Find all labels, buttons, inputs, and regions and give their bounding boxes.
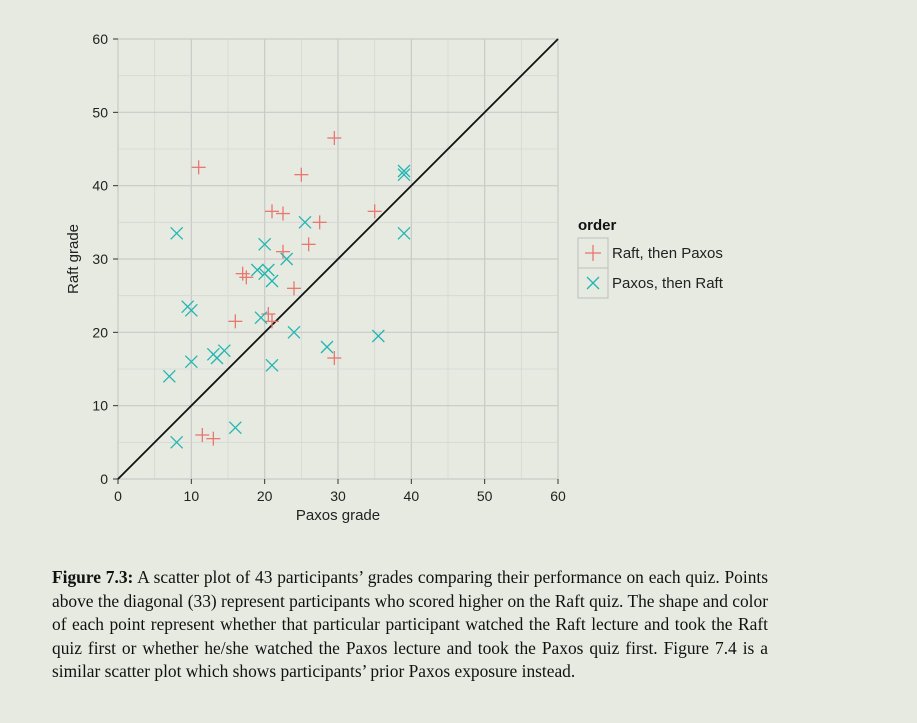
paxos-first-point [265, 274, 279, 288]
x-tick-label: 40 [404, 488, 420, 504]
x-axis-title: Paxos grade [296, 507, 380, 524]
raft-first-point [276, 206, 290, 221]
raft-first-point [195, 428, 210, 442]
legend: order Raft, then Paxos Paxos, then Raft [577, 217, 724, 299]
paxos-first-point [287, 325, 301, 339]
caption-label: Figure 7.3: [52, 567, 134, 587]
raft-first-point [276, 244, 290, 259]
paxos-first-point [250, 263, 264, 277]
figure-caption: Figure 7.3: A scatter plot of 43 partici… [52, 566, 768, 684]
legend-key-paxos-marker [586, 276, 600, 290]
x-tick-label: 30 [330, 488, 346, 504]
paxos-first-point [261, 263, 275, 277]
legend-label-raft: Raft, then Paxos [612, 245, 723, 262]
paxos-first-point [170, 435, 184, 449]
raft-first-point [191, 160, 206, 175]
y-tick-label: 50 [92, 104, 108, 120]
paxos-first-point [397, 226, 411, 240]
diagonal-reference-line [117, 38, 559, 480]
paxos-first-point [217, 344, 231, 358]
raft-first-point [312, 215, 327, 230]
scatter-chart: 0 10 20 30 40 50 60 0 10 20 30 40 50 60 Paxos grade R… [65, 31, 724, 524]
y-axis-title: Raft grade [65, 224, 82, 294]
axes: 0 10 20 30 40 50 60 0 10 20 30 40 50 60 [92, 31, 566, 504]
y-tick-label: 10 [92, 398, 108, 414]
raft-first-point [235, 266, 250, 281]
x-tick-label: 10 [184, 488, 200, 504]
paxos-first-point [265, 358, 279, 372]
y-tick-label: 30 [92, 251, 108, 267]
paxos-first-point [320, 340, 334, 354]
x-tick-label: 0 [114, 488, 122, 504]
caption-text: A scatter plot of 43 participants’ grade… [52, 567, 768, 681]
paxos-first-point [170, 226, 184, 240]
y-tick-label: 60 [92, 31, 108, 47]
raft-first-point [206, 431, 221, 446]
paxos-first-point [397, 168, 411, 182]
raft-first-point [265, 314, 279, 329]
legend-label-paxos: Paxos, then Raft [612, 275, 724, 292]
y-tick-label: 40 [92, 178, 108, 194]
x-tick-label: 50 [477, 488, 493, 504]
y-tick-label: 20 [92, 324, 108, 340]
legend-key-paxos-box [577, 267, 609, 299]
paxos-first-point [280, 252, 294, 266]
paxos-first-point [184, 355, 198, 369]
raft-first-point [367, 204, 382, 219]
raft-first-point [228, 314, 243, 329]
paxos-first-point [258, 237, 272, 251]
paxos-first-point [184, 303, 198, 317]
paxos-first-point [162, 369, 176, 383]
paxos-first-point [228, 421, 242, 435]
paxos-first-point [298, 215, 312, 229]
raft-first-point [327, 351, 342, 365]
y-tick-label: 0 [100, 471, 108, 487]
legend-key-raft-marker [585, 245, 601, 261]
x-tick-label: 20 [257, 488, 273, 504]
data-points [162, 131, 411, 449]
raft-first-point [265, 204, 279, 219]
raft-first-point [287, 281, 301, 296]
paxos-first-point [371, 329, 385, 343]
raft-first-point [327, 131, 342, 145]
raft-first-point [294, 167, 309, 182]
raft-first-point [261, 307, 276, 321]
legend-title: order [578, 217, 617, 234]
x-tick-label: 60 [550, 488, 566, 504]
raft-first-point [239, 270, 254, 285]
paxos-first-point [254, 311, 268, 325]
paxos-first-point [397, 164, 411, 178]
raft-first-point [301, 237, 316, 252]
